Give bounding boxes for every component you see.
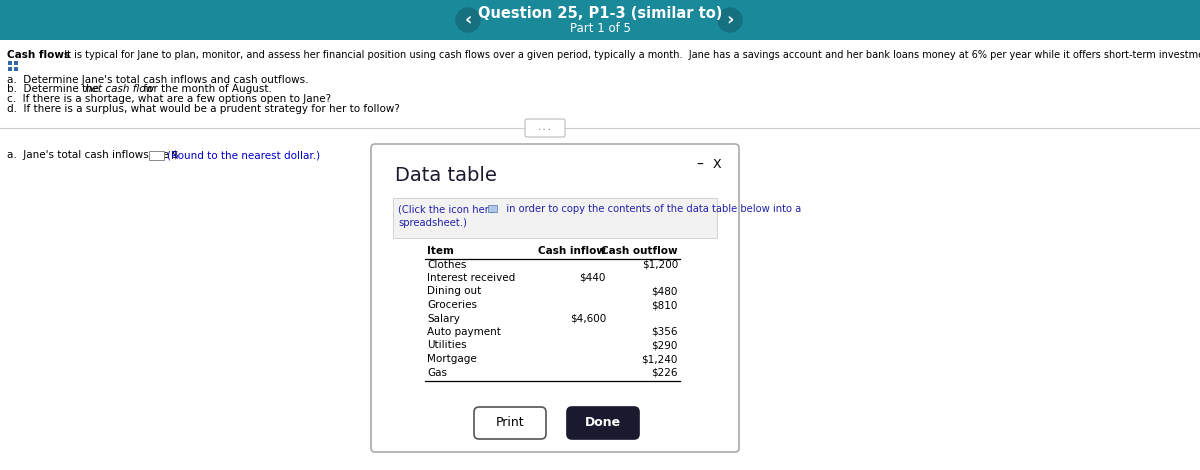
- Text: b.  Determine the: b. Determine the: [7, 85, 102, 94]
- Text: a.  Determine Jane's total cash inflows and cash outflows.: a. Determine Jane's total cash inflows a…: [7, 75, 308, 85]
- Text: Cash outflow: Cash outflow: [601, 246, 678, 256]
- Text: in order to copy the contents of the data table below into a: in order to copy the contents of the dat…: [500, 204, 802, 214]
- Text: Done: Done: [584, 416, 622, 430]
- Text: Dining out: Dining out: [427, 287, 481, 297]
- Text: Clothes: Clothes: [427, 259, 467, 269]
- Text: d.  If there is a surplus, what would be a prudent strategy for her to follow?: d. If there is a surplus, what would be …: [7, 103, 400, 113]
- FancyBboxPatch shape: [0, 0, 1200, 40]
- Text: Data table: Data table: [395, 166, 497, 185]
- Text: Item: Item: [427, 246, 454, 256]
- FancyBboxPatch shape: [13, 61, 18, 65]
- Text: Auto payment: Auto payment: [427, 327, 500, 337]
- Text: Print: Print: [496, 416, 524, 430]
- Text: $356: $356: [652, 327, 678, 337]
- Text: –: –: [696, 158, 703, 172]
- Text: $1,200: $1,200: [642, 259, 678, 269]
- Text: $440: $440: [580, 273, 606, 283]
- Circle shape: [456, 8, 480, 32]
- Text: $480: $480: [652, 287, 678, 297]
- Text: (Round to the nearest dollar.): (Round to the nearest dollar.): [167, 150, 320, 160]
- FancyBboxPatch shape: [371, 144, 739, 452]
- Text: Salary: Salary: [427, 313, 460, 323]
- Text: ›: ›: [726, 11, 733, 30]
- Text: ‹: ‹: [464, 11, 472, 30]
- Circle shape: [718, 8, 742, 32]
- Text: c.  If there is a shortage, what are a few options open to Jane?: c. If there is a shortage, what are a fe…: [7, 94, 331, 104]
- Text: $290: $290: [652, 340, 678, 351]
- FancyBboxPatch shape: [8, 61, 12, 65]
- FancyBboxPatch shape: [526, 119, 565, 137]
- Text: for the month of August.: for the month of August.: [140, 85, 272, 94]
- FancyBboxPatch shape: [394, 198, 718, 238]
- Text: $1,240: $1,240: [642, 354, 678, 364]
- Text: a.  Jane's total cash inflows are $: a. Jane's total cash inflows are $: [7, 150, 179, 160]
- Text: net cash flow: net cash flow: [85, 85, 154, 94]
- Text: Cash flows: Cash flows: [7, 50, 70, 60]
- Text: $226: $226: [652, 368, 678, 377]
- Text: $4,600: $4,600: [570, 313, 606, 323]
- FancyBboxPatch shape: [474, 407, 546, 439]
- Text: X: X: [713, 158, 721, 171]
- Text: Utilities: Utilities: [427, 340, 467, 351]
- Text: $810: $810: [652, 300, 678, 310]
- FancyBboxPatch shape: [488, 205, 497, 212]
- Text: Groceries: Groceries: [427, 300, 478, 310]
- Text: Question 25, P1-3 (similar to): Question 25, P1-3 (similar to): [478, 7, 722, 22]
- Text: Gas: Gas: [427, 368, 446, 377]
- Text: It is typical for Jane to plan, monitor, and assess her financial position using: It is typical for Jane to plan, monitor,…: [58, 50, 1200, 60]
- Text: Mortgage: Mortgage: [427, 354, 476, 364]
- Text: Interest received: Interest received: [427, 273, 515, 283]
- Text: ...: ...: [536, 124, 553, 133]
- FancyBboxPatch shape: [8, 66, 12, 70]
- Text: Cash inflow: Cash inflow: [538, 246, 606, 256]
- FancyBboxPatch shape: [568, 407, 640, 439]
- Text: Part 1 of 5: Part 1 of 5: [570, 22, 630, 34]
- Text: spreadsheet.): spreadsheet.): [398, 218, 467, 228]
- FancyBboxPatch shape: [149, 151, 164, 160]
- Text: (Click the icon here: (Click the icon here: [398, 204, 494, 214]
- FancyBboxPatch shape: [13, 66, 18, 70]
